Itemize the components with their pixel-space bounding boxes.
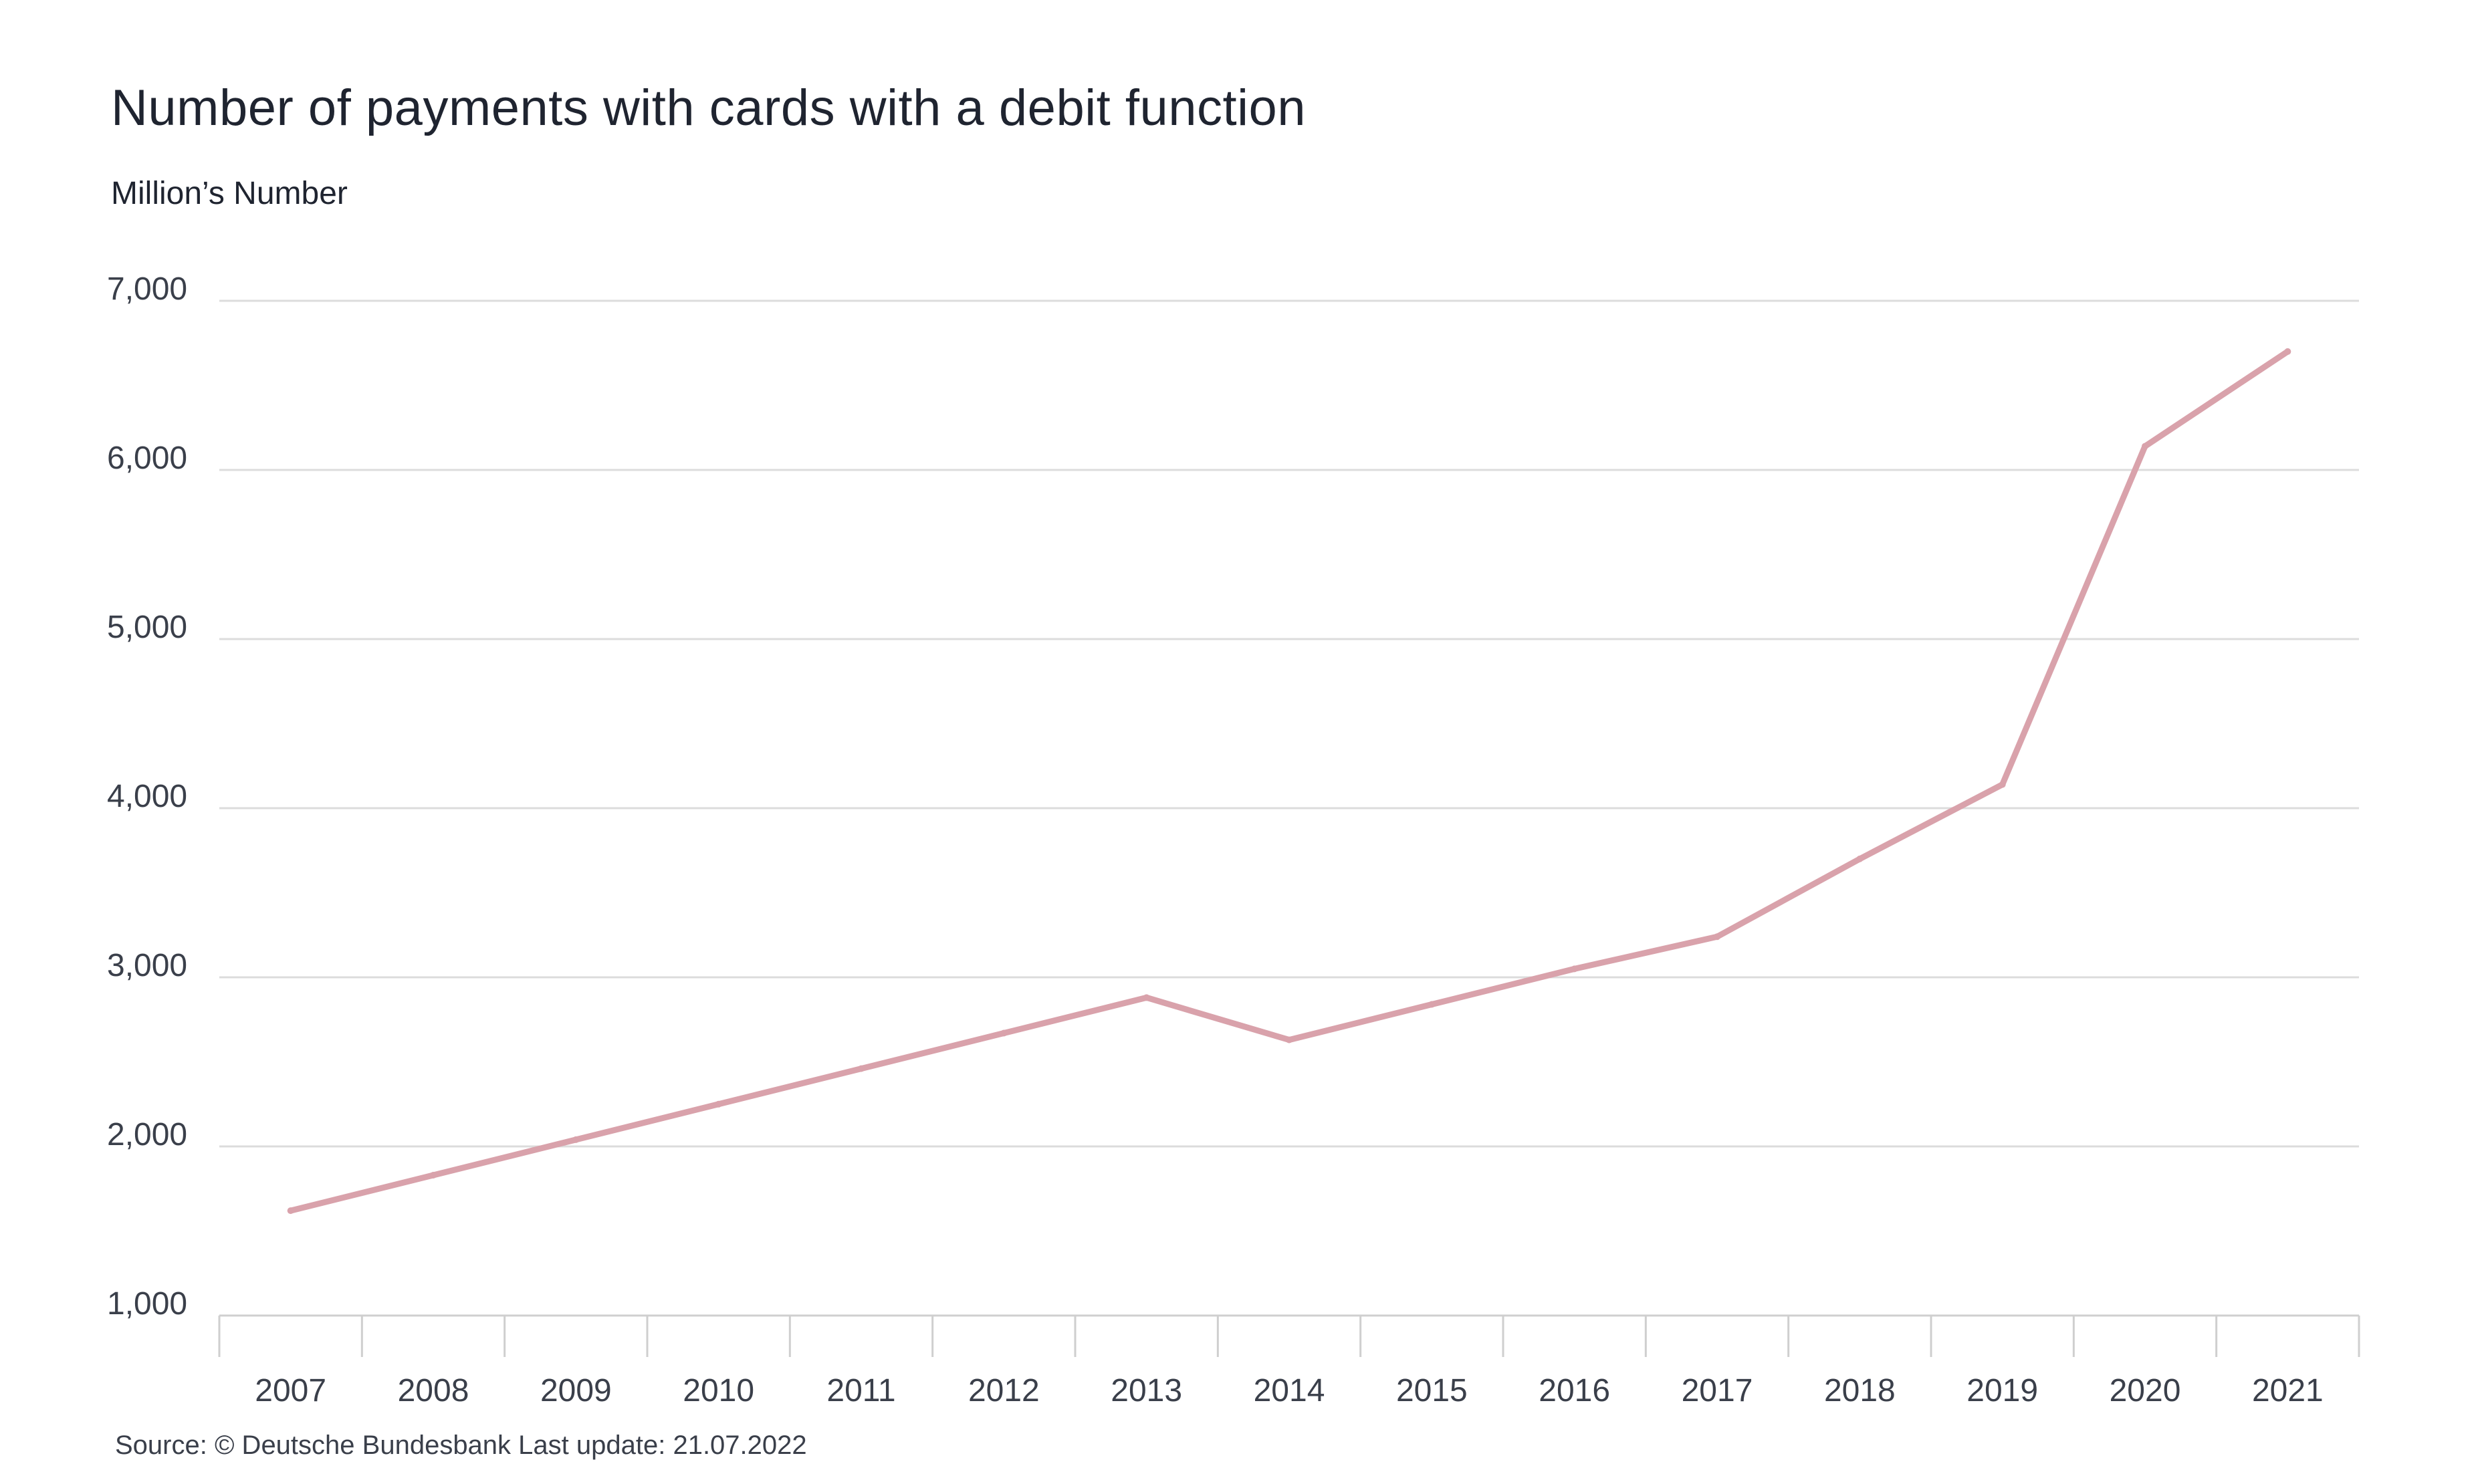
chart-title: Number of payments with cards with a deb…	[111, 80, 1307, 136]
y-tick-label: 5,000	[107, 610, 187, 645]
data-point	[572, 1136, 580, 1143]
data-point	[1714, 933, 1720, 941]
y-tick-label: 4,000	[107, 779, 187, 814]
x-tick-label: 2013	[1111, 1373, 1182, 1408]
y-axis-tick-labels: 1,000 2,000 3,000 4,000 5,000 6,000 7,000	[107, 271, 187, 1322]
x-tick-label: 2009	[540, 1373, 612, 1408]
x-tick-label: 2018	[1824, 1373, 1896, 1408]
x-tick-label: 2015	[1396, 1373, 1468, 1408]
x-tick-label: 2021	[2252, 1373, 2324, 1408]
data-point	[2284, 348, 2291, 355]
y-tick-label: 2,000	[107, 1117, 187, 1152]
data-point	[430, 1172, 437, 1179]
x-tick-label: 2012	[968, 1373, 1040, 1408]
series-line	[288, 348, 2291, 1214]
data-point	[287, 1207, 294, 1215]
series-layer	[287, 348, 2291, 1215]
y-axis-unit-label: Million’s Number	[111, 176, 348, 211]
y-tick-label: 7,000	[107, 271, 187, 307]
data-point	[1286, 1036, 1292, 1043]
data-point	[2142, 443, 2148, 450]
source-note: Source: © Deutsche Bundesbank Last updat…	[115, 1431, 807, 1460]
x-tick-label: 2017	[1682, 1373, 1753, 1408]
data-point	[715, 1100, 722, 1108]
x-tick-label: 2016	[1539, 1373, 1610, 1408]
x-tick-label: 2010	[683, 1373, 754, 1408]
y-tick-label: 6,000	[107, 441, 187, 476]
data-point	[1856, 855, 1864, 862]
data-point	[1999, 781, 2006, 788]
x-tick-label: 2020	[2110, 1373, 2181, 1408]
data-point	[1143, 994, 1150, 1001]
x-tick-label: 2008	[398, 1373, 469, 1408]
x-tick-label: 2014	[1254, 1373, 1325, 1408]
data-point	[1000, 1029, 1008, 1037]
y-tick-label: 1,000	[107, 1286, 187, 1322]
data-point	[1428, 1001, 1436, 1008]
grid-lines	[219, 299, 2359, 1148]
x-axis	[218, 1314, 2360, 1357]
y-tick-label: 3,000	[107, 948, 187, 983]
data-point	[1571, 965, 1578, 973]
x-tick-label: 2019	[1966, 1373, 2038, 1408]
x-axis-tick-labels: 2007 2008 2009 2010 2011 2012 2013 2014 2015 2016…	[255, 1373, 2323, 1408]
data-point	[858, 1065, 865, 1072]
x-tick-label: 2007	[255, 1373, 326, 1408]
x-tick-label: 2011	[826, 1373, 895, 1408]
